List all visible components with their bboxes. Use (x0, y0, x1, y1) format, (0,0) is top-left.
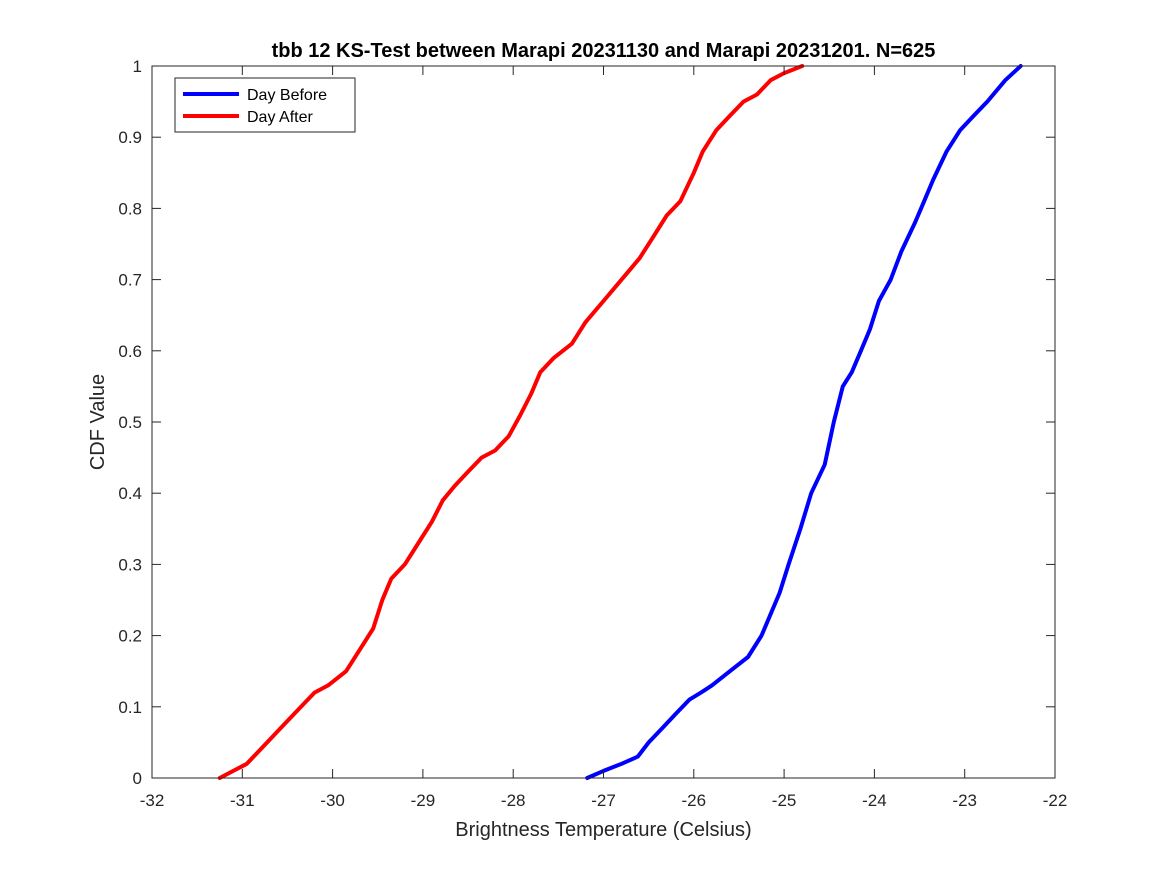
chart-title: tbb 12 KS-Test between Marapi 20231130 a… (272, 40, 936, 62)
plot-area (152, 66, 1055, 778)
y-tick-label: 0.6 (118, 342, 142, 361)
x-tick-label: -22 (1043, 791, 1068, 810)
y-tick-label: 0.3 (118, 555, 142, 574)
x-tick-label: -29 (411, 791, 436, 810)
y-tick-label: 0.1 (118, 698, 142, 717)
y-tick-label: 0.7 (118, 271, 142, 290)
y-tick-label: 0.2 (118, 627, 142, 646)
x-tick-label: -27 (591, 791, 616, 810)
legend-box (174, 77, 356, 133)
y-axis-label: CDF Value (87, 374, 109, 470)
y-tick-label: 0.4 (118, 484, 142, 503)
legend: Day Before Day After (174, 77, 356, 133)
x-tick-label: -24 (862, 791, 887, 810)
x-tick-label: -26 (682, 791, 707, 810)
y-tick-label: 1 (133, 57, 142, 76)
series-line-day-before (585, 64, 1023, 780)
series-layer (217, 64, 1023, 780)
x-tick-label: -32 (140, 791, 165, 810)
x-axis-label: Brightness Temperature (Celsius) (455, 819, 751, 841)
legend-entry-label: Day After (247, 109, 313, 126)
y-tick-label: 0.9 (118, 128, 142, 147)
series-line-day-after (217, 64, 805, 780)
x-tick-label: -31 (230, 791, 255, 810)
tick-layer: -32 -31 -30 -29 -28 -27 -26 -25 -24 -23 -22 0 0.1 0.2… (118, 57, 1067, 810)
legend-entry-label: Day Before (247, 87, 327, 104)
x-tick-label: -23 (952, 791, 977, 810)
x-tick-label: -30 (320, 791, 345, 810)
y-tick-label: 0.5 (118, 413, 142, 432)
y-tick-label: 0.8 (118, 199, 142, 218)
x-tick-label: -28 (501, 791, 526, 810)
y-tick-label: 0 (133, 769, 142, 788)
x-tick-label: -25 (772, 791, 797, 810)
